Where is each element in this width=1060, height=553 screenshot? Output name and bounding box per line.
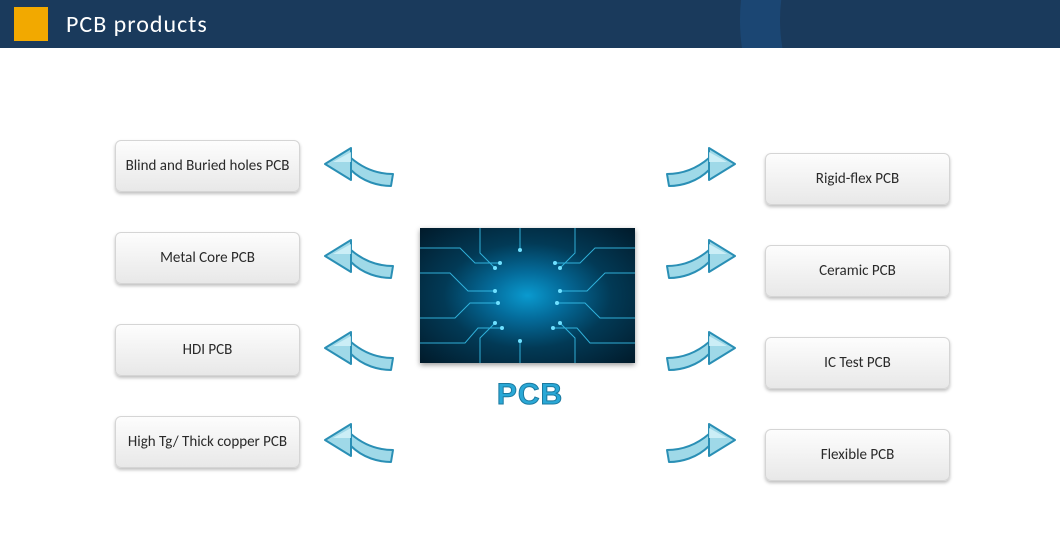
box-ceramic: Ceramic PCB [765, 245, 950, 297]
left-arrows [320, 140, 400, 468]
arrow-right-1 [660, 140, 740, 192]
arrow-left-2 [320, 232, 400, 284]
box-flexible: Flexible PCB [765, 429, 950, 481]
arrow-left-1 [320, 140, 400, 192]
left-column: Blind and Buried holes PCB Metal Core PC… [115, 140, 300, 468]
box-blind-buried: Blind and Buried holes PCB [115, 140, 300, 192]
arrow-left-3 [320, 324, 400, 376]
arrow-right-2 [660, 232, 740, 284]
header-bar: PCB products [0, 0, 1060, 48]
box-high-tg: High Tg/ Thick copper PCB [115, 416, 300, 468]
page-title: PCB products [66, 10, 208, 39]
header-accent-square [14, 7, 48, 41]
box-hdi: HDI PCB [115, 324, 300, 376]
box-metal-core: Metal Core PCB [115, 232, 300, 284]
header-decor-arc [740, 0, 1060, 48]
arrow-right-3 [660, 324, 740, 376]
arrow-right-4 [660, 416, 740, 468]
arrow-left-4 [320, 416, 400, 468]
diagram-area: Blind and Buried holes PCB Metal Core PC… [0, 48, 1060, 553]
right-arrows [660, 140, 740, 468]
box-rigid-flex: Rigid-flex PCB [765, 153, 950, 205]
right-column: Rigid-flex PCB Ceramic PCB IC Test PCB F… [765, 153, 950, 481]
center-pcb-image [420, 228, 635, 363]
center-pcb-label: PCB [450, 378, 610, 412]
circuit-traces-icon [420, 228, 635, 363]
box-ic-test: IC Test PCB [765, 337, 950, 389]
